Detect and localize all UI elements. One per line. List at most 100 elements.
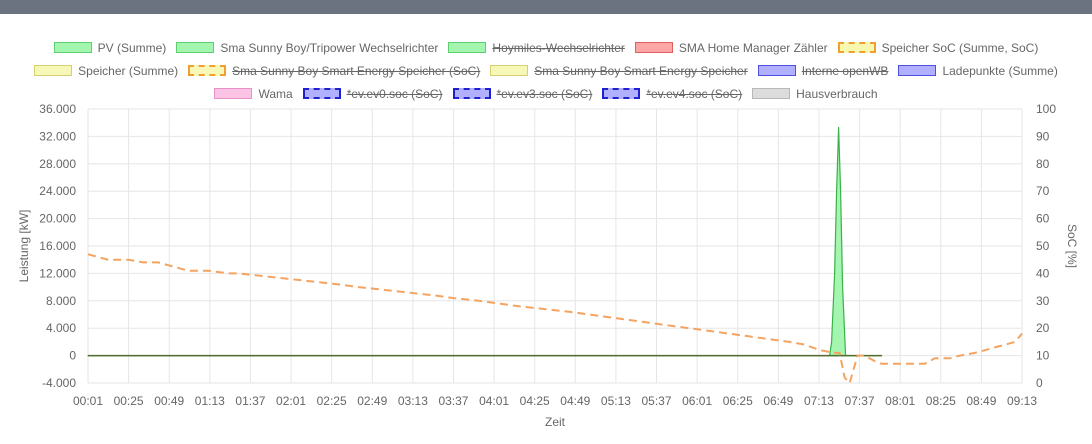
y-tick-right: 100 bbox=[1036, 102, 1056, 116]
legend-label: Sma Sunny Boy/Tripower Wechselrichter bbox=[220, 40, 439, 55]
legend-label: *ev.ev3.soc (SoC) bbox=[496, 86, 593, 101]
legend-item[interactable]: Sma Sunny Boy/Tripower Wechselrichter bbox=[176, 36, 438, 60]
legend-item[interactable]: Sma Sunny Boy Smart Energy Speicher (SoC… bbox=[188, 59, 480, 83]
y-tick-right: 80 bbox=[1036, 157, 1050, 171]
y-tick-left: 0 bbox=[69, 349, 76, 363]
y-tick-right: 30 bbox=[1036, 294, 1050, 308]
x-tick: 07:37 bbox=[845, 394, 875, 408]
y-tick-left: 28.000 bbox=[39, 157, 76, 171]
legend-swatch bbox=[602, 88, 641, 99]
legend-row: Wama *ev.ev0.soc (SoC) *ev.ev3.soc (SoC) *e… bbox=[0, 82, 1092, 105]
y-tick-left: 4.000 bbox=[46, 321, 76, 335]
legend-item[interactable]: Speicher (Summe) bbox=[34, 59, 178, 83]
y-tick-left: 16.000 bbox=[39, 239, 76, 253]
legend-label: Hoymiles-Wechselrichter bbox=[492, 40, 625, 55]
y-tick-right: 40 bbox=[1036, 266, 1050, 280]
legend-label: *ev.ev0.soc (SoC) bbox=[346, 86, 443, 101]
legend-swatch bbox=[188, 65, 227, 76]
x-tick: 04:01 bbox=[479, 394, 509, 408]
x-tick: 01:37 bbox=[235, 394, 265, 408]
x-tick: 03:13 bbox=[398, 394, 428, 408]
legend-swatch bbox=[176, 42, 215, 53]
y-axis-title-left: Leistung [kW] bbox=[17, 210, 31, 283]
x-axis-title: Zeit bbox=[545, 415, 566, 429]
x-tick: 04:49 bbox=[560, 394, 590, 408]
y-tick-right: 0 bbox=[1036, 376, 1043, 390]
legend-swatch bbox=[757, 65, 796, 76]
x-tick: 00:01 bbox=[73, 394, 103, 408]
x-tick: 05:13 bbox=[601, 394, 631, 408]
top-bar bbox=[0, 0, 1092, 14]
legend-item[interactable]: *ev.ev4.soc (SoC) bbox=[602, 82, 742, 106]
x-tick: 08:49 bbox=[966, 394, 996, 408]
legend-swatch bbox=[634, 42, 673, 53]
x-tick: 05:37 bbox=[642, 394, 672, 408]
y-tick-right: 60 bbox=[1036, 212, 1050, 226]
y-axis-title-right: SoC [%] bbox=[1065, 224, 1079, 268]
legend-label: *ev.ev4.soc (SoC) bbox=[646, 86, 743, 101]
legend-swatch bbox=[214, 88, 253, 99]
legend-swatch bbox=[302, 88, 341, 99]
x-tick: 08:01 bbox=[885, 394, 915, 408]
legend-label: Ladepunkte (Summe) bbox=[942, 63, 1058, 78]
legend-item[interactable]: Speicher SoC (Summe, SoC) bbox=[837, 36, 1039, 60]
y-tick-right: 10 bbox=[1036, 349, 1050, 363]
legend-item[interactable]: *ev.ev0.soc (SoC) bbox=[302, 82, 443, 106]
legend-item[interactable]: Interne openWB bbox=[757, 59, 889, 83]
legend-row: PV (Summe) Sma Sunny Boy/Tripower Wechsel… bbox=[0, 36, 1092, 59]
grid bbox=[87, 108, 1023, 384]
x-tick: 01:13 bbox=[195, 394, 225, 408]
legend-swatch bbox=[898, 65, 937, 76]
chart-legend: PV (Summe) Sma Sunny Boy/Tripower Wechsel… bbox=[0, 36, 1092, 105]
legend-item[interactable]: Hoymiles-Wechselrichter bbox=[448, 36, 625, 60]
legend-item[interactable]: Ladepunkte (Summe) bbox=[898, 59, 1058, 83]
y-tick-left: 12.000 bbox=[39, 266, 76, 280]
legend-label: Wama bbox=[258, 86, 293, 101]
legend-swatch bbox=[490, 65, 529, 76]
y-tick-left: 36.000 bbox=[39, 102, 76, 116]
x-tick: 09:13 bbox=[1007, 394, 1037, 408]
legend-item[interactable]: *ev.ev3.soc (SoC) bbox=[452, 82, 593, 106]
legend-row: Speicher (Summe) Sma Sunny Boy Smart Ener… bbox=[0, 59, 1092, 82]
legend-swatch bbox=[53, 42, 92, 53]
y-tick-left: 8.000 bbox=[46, 294, 76, 308]
x-tick: 02:01 bbox=[276, 394, 306, 408]
legend-swatch bbox=[448, 42, 487, 53]
y-tick-left: 24.000 bbox=[39, 184, 76, 198]
x-tick: 00:25 bbox=[114, 394, 144, 408]
legend-label: Interne openWB bbox=[801, 63, 889, 78]
legend-swatch bbox=[452, 88, 491, 99]
legend-label: Speicher SoC (Summe, SoC) bbox=[881, 40, 1039, 55]
x-tick: 02:49 bbox=[357, 394, 387, 408]
x-tick: 04:25 bbox=[520, 394, 550, 408]
x-tick: 06:49 bbox=[763, 394, 793, 408]
legend-label: Sma Sunny Boy Smart Energy Speicher (SoC… bbox=[232, 63, 481, 78]
legend-item[interactable]: PV (Summe) bbox=[53, 36, 167, 60]
legend-item[interactable]: Sma Sunny Boy Smart Energy Speicher bbox=[490, 59, 748, 83]
legend-swatch bbox=[752, 88, 791, 99]
series-pv-summe bbox=[87, 126, 883, 357]
legend-item[interactable]: SMA Home Manager Zähler bbox=[634, 36, 828, 60]
y-tick-right: 70 bbox=[1036, 184, 1050, 198]
legend-swatch bbox=[34, 65, 73, 76]
legend-swatch bbox=[837, 42, 876, 53]
legend-label: Hausverbrauch bbox=[796, 86, 878, 101]
y-tick-left: 32.000 bbox=[39, 129, 76, 143]
x-tick: 06:25 bbox=[723, 394, 753, 408]
legend-item[interactable]: Wama bbox=[214, 82, 293, 106]
legend-item[interactable]: Hausverbrauch bbox=[752, 82, 878, 106]
x-tick: 08:25 bbox=[926, 394, 956, 408]
legend-label: Speicher (Summe) bbox=[78, 63, 179, 78]
x-tick: 03:37 bbox=[438, 394, 468, 408]
y-tick-left: -4.000 bbox=[42, 376, 76, 390]
x-tick: 06:01 bbox=[682, 394, 712, 408]
x-tick: 00:49 bbox=[154, 394, 184, 408]
series-speicher-soc-summe-soc bbox=[87, 253, 1023, 385]
y-tick-left: 20.000 bbox=[39, 212, 76, 226]
y-tick-right: 20 bbox=[1036, 321, 1050, 335]
legend-label: SMA Home Manager Zähler bbox=[678, 40, 828, 55]
x-tick: 02:25 bbox=[317, 394, 347, 408]
legend-label: PV (Summe) bbox=[97, 40, 167, 55]
y-tick-right: 50 bbox=[1036, 239, 1050, 253]
